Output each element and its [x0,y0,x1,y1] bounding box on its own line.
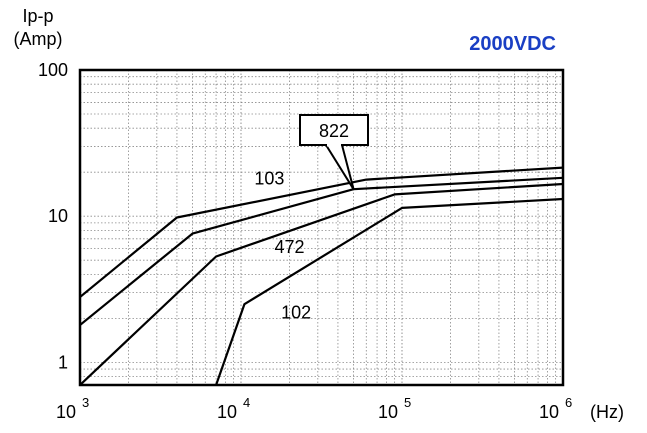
y-axis-label-line1: Ip-p [22,6,53,26]
x-tick-label: 10 [217,402,237,422]
y-tick-label: 100 [38,60,68,80]
x-axis-unit: (Hz) [590,402,624,422]
series-line-103 [80,166,563,298]
series-label-472: 472 [274,237,304,257]
x-tick-label: 10 [378,402,398,422]
series-label-103: 103 [254,168,284,188]
y-axis-label-line2: (Amp) [14,29,63,49]
callout-pointer [325,144,355,190]
x-tick-label: 10 [56,402,76,422]
x-tick-exponent: 4 [243,395,250,410]
callout-box [299,114,369,146]
x-tick-label: 10 [539,402,559,422]
series-line-102 [215,197,563,385]
major-grid [240,70,403,385]
x-tick-exponent: 6 [565,395,572,410]
y-tick-label: 1 [58,352,68,372]
x-tick-exponent: 5 [404,395,411,410]
series-line-472 [80,182,563,385]
series-group [80,166,563,385]
series-label-102: 102 [281,302,311,322]
series-line-822 [80,176,563,326]
chart-title: 2000VDC [469,33,556,55]
y-tick-label: 10 [48,206,68,226]
x-tick-exponent: 3 [82,395,89,410]
callout-label-822: 822 [319,121,349,141]
plot-frame [78,68,565,387]
